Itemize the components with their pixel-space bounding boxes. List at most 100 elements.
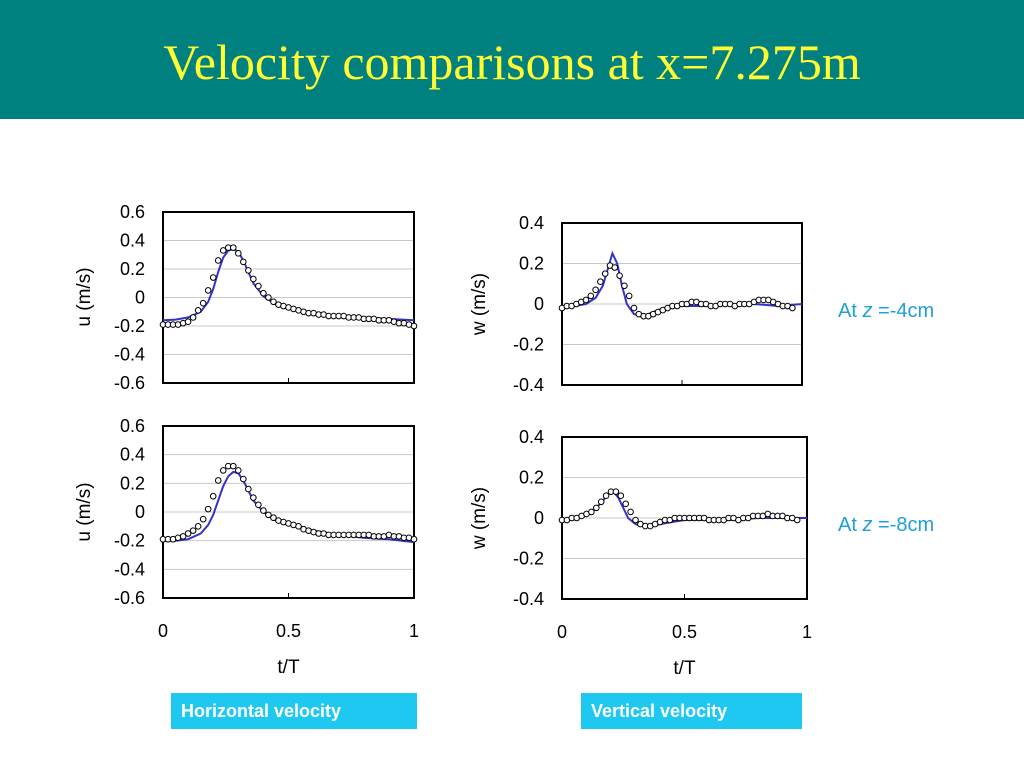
data-point [602, 492, 610, 500]
data-point [194, 307, 202, 314]
y-tick-label: 0.4 [120, 231, 145, 251]
y-tick-label: 0 [534, 294, 544, 314]
note-z-8cm: At z =-8cm [838, 514, 934, 537]
note-prefix: At [838, 514, 863, 536]
y-axis-label: u (m/s) [74, 482, 95, 541]
data-point [240, 475, 247, 483]
x-axis-label: t/T [673, 658, 696, 679]
note-suffix: =-8cm [872, 514, 935, 536]
page-title: Velocity comparisons at x=7.275m [163, 34, 861, 90]
title-banner [0, 0, 1024, 119]
data-point [265, 511, 272, 519]
data-point [255, 282, 262, 290]
y-tick-label: 0.4 [519, 427, 544, 447]
data-point [240, 258, 247, 266]
y-tick-label: 0.2 [120, 259, 145, 279]
data-point [204, 287, 212, 294]
data-point [789, 304, 796, 312]
y-tick-label: -0.6 [114, 373, 145, 393]
data-point [410, 322, 418, 330]
data-point [229, 244, 237, 251]
note-variable: z [862, 300, 873, 322]
data-point [587, 292, 595, 300]
data-point [617, 492, 625, 500]
x-tick-label: 1 [409, 621, 419, 641]
x-tick-label: 0 [557, 622, 567, 642]
data-point [235, 467, 242, 474]
data-point [204, 505, 212, 513]
data-point [209, 492, 217, 500]
vertical-velocity-tag: Vertical velocity [581, 693, 802, 729]
data-point [622, 500, 630, 508]
x-tick-label: 0.5 [276, 621, 301, 641]
data-point [194, 523, 202, 530]
data-point [209, 274, 217, 281]
data-point [588, 508, 595, 516]
data-point [260, 289, 267, 297]
y-tick-label: 0.6 [120, 202, 145, 222]
data-point [270, 298, 277, 306]
data-point [597, 278, 604, 286]
y-tick-label: -0.6 [114, 588, 145, 608]
note-prefix: At [838, 300, 863, 322]
data-point [235, 250, 242, 257]
data-point [199, 515, 207, 523]
data-point [611, 264, 619, 271]
note-variable: z [862, 514, 873, 536]
data-point [612, 488, 620, 495]
data-point [219, 467, 227, 474]
y-axis-label: u (m/s) [74, 267, 95, 326]
y-tick-label: -0.2 [513, 335, 544, 355]
data-point [250, 275, 257, 283]
y-tick-label: 0.2 [120, 473, 145, 493]
y-tick-label: 0.2 [519, 468, 544, 488]
y-tick-label: -0.4 [114, 559, 145, 579]
data-point [229, 462, 237, 470]
note-z-4cm: At z =-4cm [838, 300, 934, 323]
y-tick-label: -0.2 [114, 531, 145, 551]
y-tick-label: -0.4 [513, 589, 544, 609]
data-point [592, 286, 599, 294]
data-point [295, 523, 302, 530]
data-point [260, 507, 267, 514]
y-tick-label: 0.4 [120, 445, 145, 465]
data-point [270, 514, 277, 522]
x-tick-label: 0.5 [672, 622, 697, 642]
data-point [632, 516, 639, 524]
data-point [597, 498, 605, 506]
data-point [593, 504, 600, 512]
data-point [410, 535, 418, 543]
model-line [163, 470, 415, 544]
y-tick-label: 0 [534, 508, 544, 528]
data-point [189, 527, 197, 534]
y-tick-label: 0.2 [519, 254, 544, 274]
data-point [621, 282, 628, 290]
data-point [601, 270, 609, 277]
y-tick-label: -0.4 [513, 375, 544, 395]
data-point [245, 267, 252, 274]
y-axis-label: w (m/s) [469, 487, 490, 550]
note-suffix: =-4cm [872, 300, 935, 322]
x-tick-label: 1 [802, 622, 812, 642]
data-point [214, 257, 222, 264]
y-tick-label: -0.2 [114, 316, 145, 336]
y-tick-label: 0.6 [120, 416, 145, 436]
data-point [265, 294, 272, 301]
data-point [255, 501, 262, 509]
x-tick-label: 0 [158, 621, 168, 641]
data-point [245, 485, 252, 493]
y-tick-label: 0 [135, 502, 145, 522]
x-axis-label: t/T [277, 657, 300, 678]
y-tick-label: 0 [135, 288, 145, 308]
data-point [184, 318, 192, 326]
data-point [214, 477, 222, 484]
data-point [582, 296, 590, 304]
data-point [179, 533, 187, 540]
data-point [199, 299, 207, 307]
y-tick-label: -0.4 [114, 345, 145, 365]
data-point [184, 530, 192, 537]
data-point [189, 314, 197, 321]
data-point [219, 247, 227, 254]
y-tick-label: 0.4 [519, 213, 544, 233]
